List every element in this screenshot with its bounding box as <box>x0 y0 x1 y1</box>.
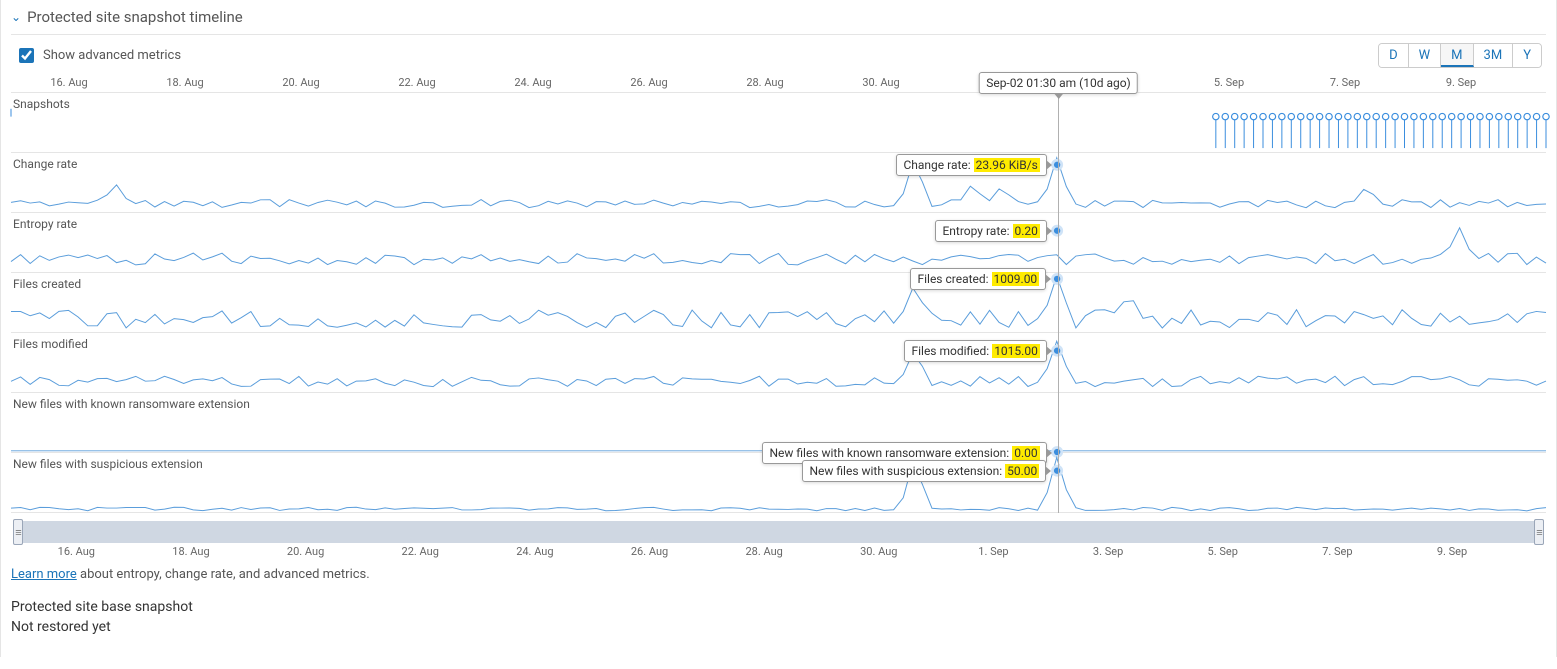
base-snapshot-title: Protected site base snapshot <box>11 598 1546 618</box>
nav-axis-tick-label: 26. Aug <box>631 545 668 558</box>
learn-more-text: Learn more about entropy, change rate, a… <box>11 567 1546 582</box>
hover-timestamp-tooltip: Sep-02 01:30 am (10d ago) <box>979 72 1138 94</box>
nav-axis-tick-label: 7. Sep <box>1322 545 1352 558</box>
range-btn-d[interactable]: D <box>1379 44 1409 67</box>
metric-tooltip: Files created: 1009.00 <box>910 268 1046 290</box>
navigator-track[interactable] <box>19 521 1538 543</box>
metric-row-label: Entropy rate <box>13 217 77 231</box>
nav-axis-tick-label: 22. Aug <box>402 545 439 558</box>
range-btn-m[interactable]: M <box>1441 44 1473 67</box>
axis-tick-label: 26. Aug <box>630 76 667 89</box>
show-advanced-checkbox-input[interactable] <box>19 48 34 63</box>
chart-rows: Snapshots Change rate Change rate: 23.96 K… <box>11 92 1546 513</box>
axis-tick-label: 9. Sep <box>1446 76 1476 89</box>
axis-tick-label: 18. Aug <box>166 76 203 89</box>
axis-tick-label: 30. Aug <box>862 76 899 89</box>
nav-axis-tick-label: 16. Aug <box>58 545 95 558</box>
base-snapshot-status: Not restored yet <box>11 618 1546 638</box>
divider <box>11 34 1546 35</box>
collapse-toggle-icon[interactable]: ⌄ <box>11 10 21 24</box>
axis-tick-label: 5. Sep <box>1214 76 1244 89</box>
navigator-handle-left[interactable]: ≡ <box>13 519 23 545</box>
range-btn-w[interactable]: W <box>1409 44 1442 67</box>
metric-tooltip: New files with suspicious extension: 50.… <box>802 460 1046 482</box>
navigator[interactable]: ≡ ≡ 16. Aug18. Aug20. Aug22. Aug24. Aug2… <box>11 519 1546 553</box>
metric-row-label: Files created <box>13 277 81 291</box>
nav-axis-tick-label: 3. Sep <box>1093 545 1123 558</box>
axis-tick-label: 22. Aug <box>398 76 435 89</box>
nav-axis-tick-label: 20. Aug <box>287 545 324 558</box>
metric-tooltip: Change rate: 23.96 KiB/s <box>896 154 1046 176</box>
nav-axis-tick-label: 9. Sep <box>1437 545 1467 558</box>
navigator-handle-right[interactable]: ≡ <box>1534 519 1544 545</box>
metric-row[interactable]: Files modified Files modified: 1015.00 <box>11 333 1546 393</box>
metric-row-label: Files modified <box>13 337 88 351</box>
axis-tick-label: 24. Aug <box>514 76 551 89</box>
nav-axis-tick-label: 5. Sep <box>1208 545 1238 558</box>
navigator-axis: 16. Aug 18. Aug 20. Aug 22. Aug 24. Aug 26. A… <box>19 545 1538 559</box>
metric-row-label: New files with suspicious extension <box>13 457 203 471</box>
top-axis: 16. Aug 18. Aug 20. Aug 22. Aug 24. Aug 26. A… <box>11 76 1546 92</box>
axis-tick-label: 28. Aug <box>746 76 783 89</box>
time-range-button-group: DWM3MY <box>1378 43 1542 68</box>
metric-tooltip: Entropy rate: 0.20 <box>935 220 1046 242</box>
metric-row[interactable]: New files with known ransomware extensio… <box>11 393 1546 453</box>
axis-tick-label: 16. Aug <box>50 76 87 89</box>
metric-row-label: New files with known ransomware extensio… <box>13 397 250 411</box>
nav-axis-tick-label: 1. Sep <box>978 545 1008 558</box>
metric-row-label: Change rate <box>13 157 77 171</box>
show-advanced-checkbox[interactable]: Show advanced metrics <box>15 45 181 66</box>
learn-more-link[interactable]: Learn more <box>11 567 77 582</box>
axis-tick-label: 20. Aug <box>282 76 319 89</box>
learn-more-rest: about entropy, change rate, and advanced… <box>77 567 370 582</box>
nav-axis-tick-label: 30. Aug <box>860 545 897 558</box>
range-btn-3m[interactable]: 3M <box>1474 44 1514 67</box>
metric-row[interactable]: Change rate Change rate: 23.96 KiB/s <box>11 153 1546 213</box>
metric-row[interactable]: Snapshots <box>11 93 1546 153</box>
nav-axis-tick-label: 18. Aug <box>172 545 209 558</box>
nav-axis-tick-label: 24. Aug <box>516 545 553 558</box>
metric-tooltip: Files modified: 1015.00 <box>904 340 1046 362</box>
metric-row[interactable]: Entropy rate Entropy rate: 0.20 <box>11 213 1546 273</box>
show-advanced-label: Show advanced metrics <box>43 48 181 63</box>
metric-row[interactable]: Files createdFiles created: 1009.00 <box>11 273 1546 333</box>
axis-tick-label: 7. Sep <box>1330 76 1360 89</box>
nav-axis-tick-label: 28. Aug <box>745 545 782 558</box>
panel-title: Protected site snapshot timeline <box>27 8 243 26</box>
metric-row-label: Snapshots <box>13 97 70 111</box>
range-btn-y[interactable]: Y <box>1513 44 1541 67</box>
